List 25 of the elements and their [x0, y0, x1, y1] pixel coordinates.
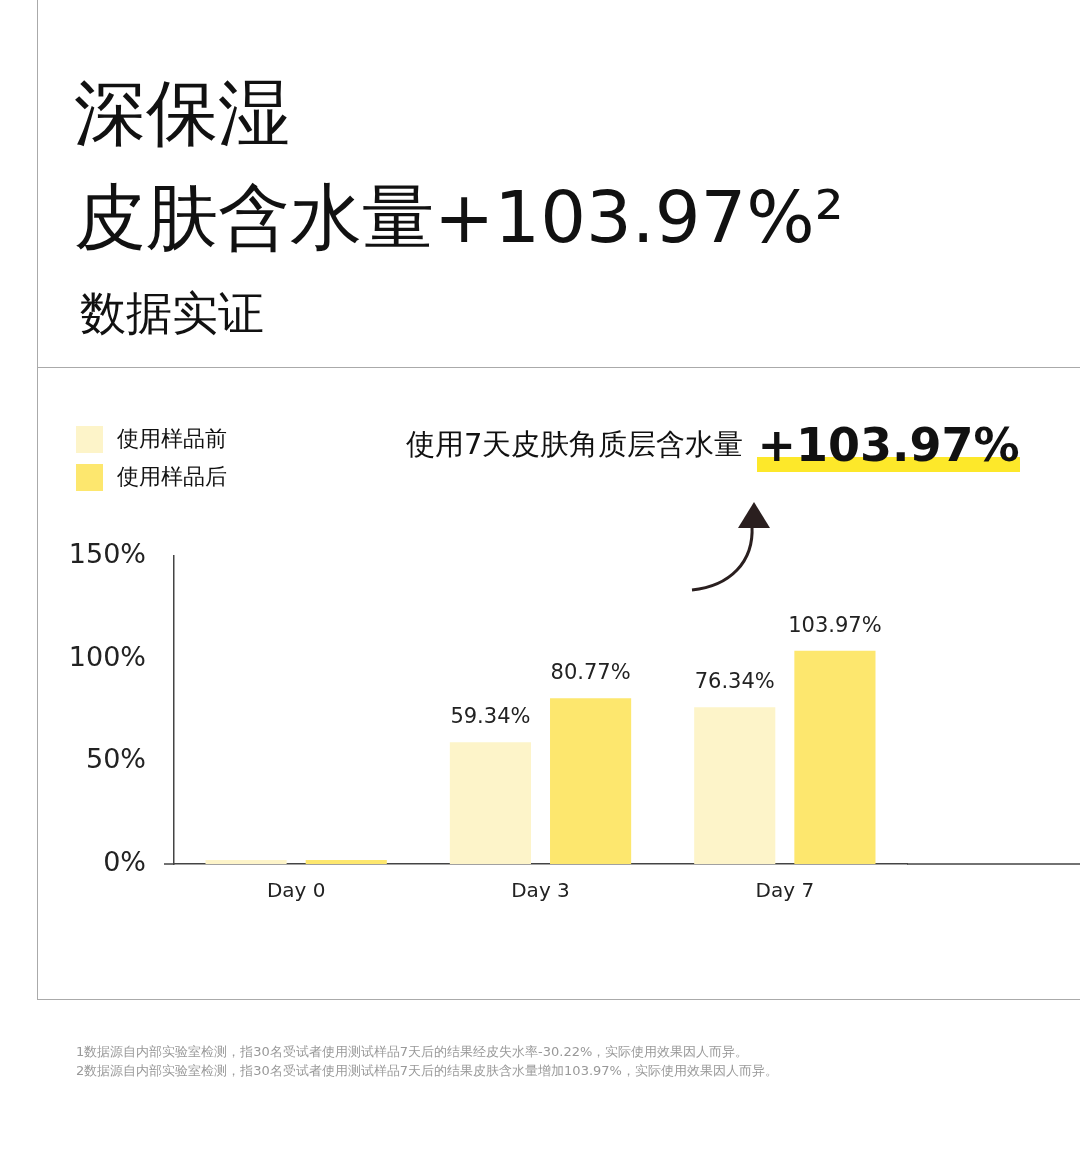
y-tick-label: 50% — [85, 743, 146, 775]
text: 使用7天皮肤角质层含水量 — [406, 426, 744, 463]
bar — [550, 698, 632, 864]
y-tick-label: 150% — [68, 538, 146, 570]
text: 2数据源自内部实验室检测，指30名受试者使用测试样品7天后的结果皮肤含水量增加103.97%，实际使用效果因人而异。 — [76, 1062, 778, 1080]
chart-title: 深保湿 — [74, 70, 290, 157]
x-tick-label: Day 3 — [511, 878, 570, 903]
data-label: 80.77% — [550, 660, 631, 685]
text: 数据实证 — [80, 285, 264, 341]
legend-label: 使用样品后 — [117, 463, 227, 491]
data-label: 103.97% — [788, 612, 882, 637]
x-tick-label: Day 0 — [266, 878, 326, 903]
data-label: 76.34% — [694, 669, 775, 694]
bar — [205, 859, 287, 864]
y-tick-label: 0% — [103, 846, 146, 878]
bar — [794, 650, 876, 864]
y-tick-label: 100% — [68, 640, 146, 672]
text: 1数据源自内部实验室检测，指30名受试者使用测试样品7天后的结果经皮失水率-30.22%，实际使用效果因人而异。 — [76, 1043, 749, 1061]
x-tick-label: Day 7 — [755, 878, 815, 903]
bar — [449, 742, 531, 864]
bar — [694, 707, 776, 864]
bar — [305, 859, 387, 864]
data-label: 59.34% — [450, 704, 531, 729]
legend-label: 使用样品前 — [117, 425, 227, 453]
chart-subtitle: 皮肤含水量+103.97%² — [74, 174, 844, 261]
